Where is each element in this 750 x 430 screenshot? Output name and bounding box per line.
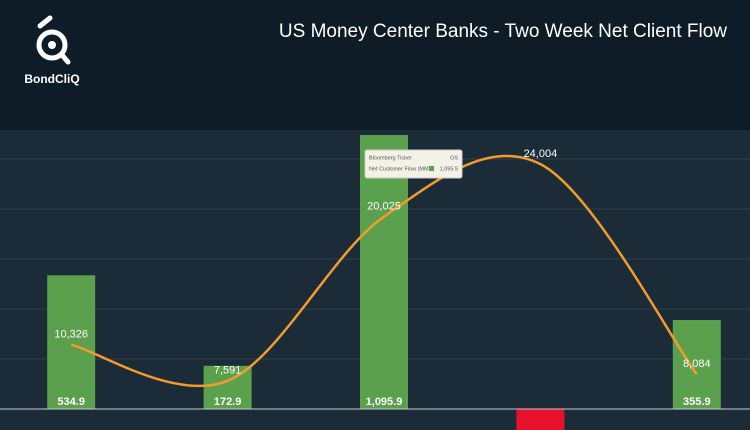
line-value-label: 24,004 — [524, 148, 558, 160]
logo — [36, 15, 71, 65]
bar-value-label: 1,095.9 — [366, 396, 403, 408]
bar — [47, 275, 96, 409]
bar-value-label: 172.9 — [214, 396, 242, 408]
line-value-label: 7,591 — [214, 365, 242, 377]
bar — [516, 409, 565, 430]
tooltip-value: 1,095.9 — [440, 166, 458, 172]
tooltip-value: GS — [450, 155, 458, 161]
tooltip-label: Net Customer Flow (MM) — [369, 166, 431, 172]
line-value-label: 8,084 — [683, 358, 711, 370]
chart-title: US Money Center Banks - Two Week Net Cli… — [279, 21, 727, 42]
line-value-label: 10,326 — [54, 329, 88, 341]
tooltip — [364, 149, 463, 179]
brand: BondCliQ — [24, 72, 79, 86]
tooltip-label: Bloomberg Ticker — [369, 155, 412, 161]
bar — [672, 320, 721, 409]
line — [70, 154, 698, 388]
bar-value-label: 355.9 — [683, 396, 711, 408]
tooltip-swatch — [429, 166, 434, 171]
header — [0, 0, 750, 130]
line-value-label: 20,025 — [367, 201, 401, 213]
bar-value-label: 534.9 — [57, 396, 85, 408]
bar — [360, 135, 408, 409]
